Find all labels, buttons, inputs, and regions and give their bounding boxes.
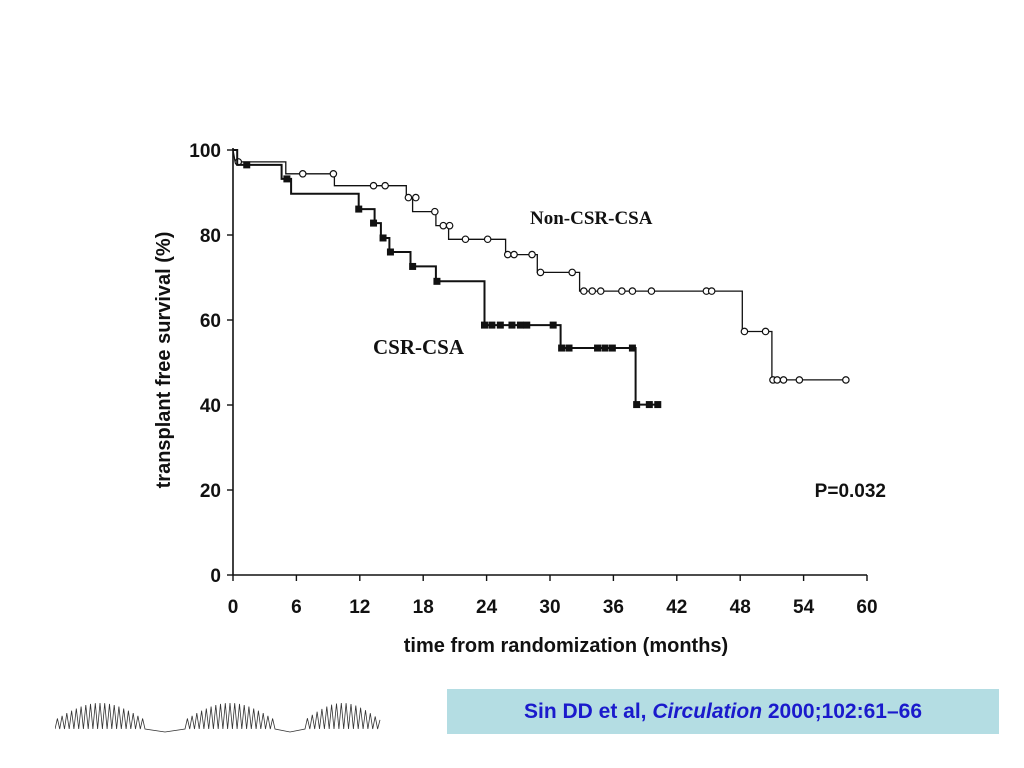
survival-chart: 0 6 12 18 24 30 36 42 48 54 60 0 20 40 60 80 100 time fr… [153,141,886,657]
citation-box: Sin DD et al, Circulation 2000;102:61–66 [447,689,999,734]
x-tick-label: 24 [476,597,498,618]
series-label-non-csr-csa: Non-CSR-CSA [530,208,653,229]
censor-mark-square [594,344,602,352]
censor-mark-square [516,321,524,329]
censor-mark-square [243,161,251,169]
citation-authors: Sin DD et al, [523,699,653,723]
censor-mark-circle [842,376,850,384]
x-tick-label: 36 [603,597,624,618]
censor-mark-square [496,321,504,329]
series-1 [233,149,662,409]
censor-mark-square [558,344,566,352]
y-tick-label: 100 [189,141,221,162]
censor-mark-square [645,401,653,409]
censor-mark-circle [329,170,338,178]
censor-mark-circle [528,250,536,259]
censor-mark-square [433,277,441,285]
censor-mark-circle [761,327,770,336]
chart-series [232,149,850,409]
censor-mark-square [409,262,417,270]
censor-mark-square [283,175,291,183]
censor-mark-square [654,401,662,409]
censor-mark-circle [779,376,788,384]
y-axis-title: transplant free survival (%) [153,232,175,489]
x-tick-label: 6 [291,597,302,618]
censor-mark-circle [381,181,389,190]
censor-mark-circle [510,250,518,259]
censor-mark-square [633,401,641,409]
censor-mark-square [355,205,363,213]
censor-mark-square [601,344,609,352]
y-tick-label: 80 [200,226,221,247]
censor-mark-square [480,321,488,329]
censor-mark-circle [461,235,470,244]
censor-mark-circle [647,287,656,295]
x-tick-label: 54 [793,597,815,618]
citation-journal: Circulation [652,699,763,723]
p-value-annotation: P=0.032 [815,481,886,502]
censor-mark-square [379,234,387,242]
censor-mark-square [488,321,496,329]
censor-mark-circle [740,327,749,336]
citation-ref: 2000;102:61–66 [762,699,923,723]
censor-mark-circle [483,235,492,244]
censor-mark-circle [618,287,626,295]
censor-mark-circle [369,181,378,190]
censor-mark-circle [795,376,804,384]
chart-ticks: 0 6 12 18 24 30 36 42 48 54 60 0 20 40 60 80 100 [189,141,877,618]
waveform-trace [55,702,381,733]
y-tick-label: 60 [200,311,221,332]
series-label-csr-csa: CSR-CSA [373,335,465,359]
censor-mark-square [508,321,516,329]
x-tick-label: 18 [413,597,434,618]
censor-mark-circle [445,221,454,230]
censor-mark-square [523,321,531,329]
series-0 [232,149,850,384]
censor-mark-circle [628,287,637,295]
survival-step-line [233,149,659,406]
survival-step-line [232,149,846,381]
censor-mark-circle [431,207,439,216]
y-tick-label: 0 [210,566,221,587]
x-tick-label: 60 [856,597,877,618]
censor-mark-square [386,248,394,256]
x-tick-label: 0 [228,597,239,618]
censor-mark-circle [412,193,420,202]
x-axis-title: time from randomization (months) [404,635,728,657]
censor-mark-square [549,321,557,329]
censor-mark-square [628,344,636,352]
censor-mark-circle [580,287,588,295]
censor-mark-circle [503,250,512,259]
censor-mark-circle [588,287,597,295]
x-tick-label: 12 [349,597,370,618]
x-tick-label: 42 [666,597,687,618]
x-tick-label: 48 [730,597,751,618]
x-tick-label: 30 [539,597,560,618]
censor-mark-circle [404,193,413,202]
censor-mark-circle [596,287,605,295]
waveform-decoration [55,702,381,733]
censor-mark-circle [536,268,545,277]
censor-mark-square [608,344,616,352]
y-tick-label: 20 [200,481,221,502]
censor-mark-circle [439,221,448,230]
censor-mark-circle [568,268,576,277]
censor-mark-circle [707,287,716,295]
censor-mark-square [565,344,573,352]
censor-mark-square [370,219,378,227]
y-tick-label: 40 [200,396,221,417]
censor-mark-circle [298,170,307,178]
censor-mark-circle [773,376,781,384]
